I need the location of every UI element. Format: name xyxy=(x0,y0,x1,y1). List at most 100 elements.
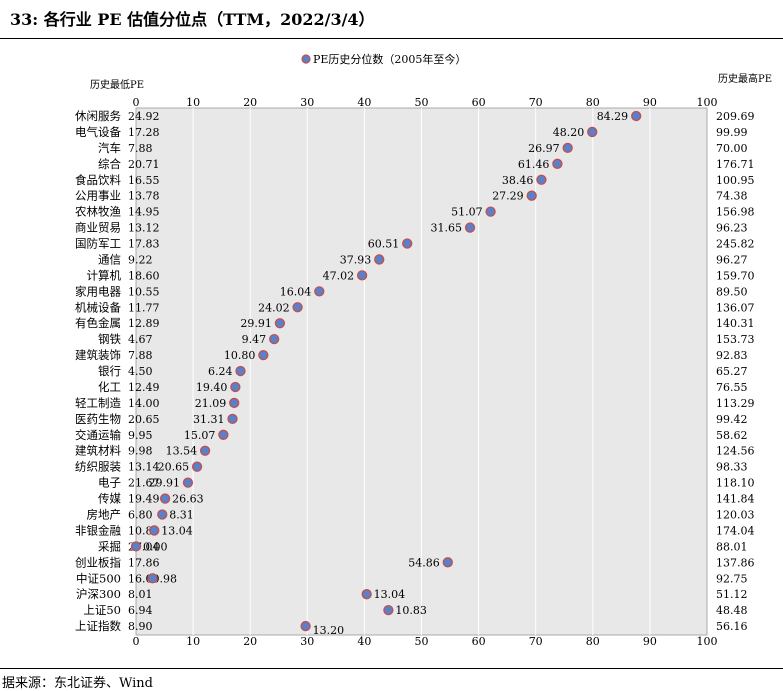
figure-title: 33: 各行业 PE 估值分位点（TTM，2022/3/4） xyxy=(10,10,375,29)
industry-label: 非银金融 xyxy=(75,523,121,537)
industry-label: 房地产 xyxy=(87,508,122,522)
point-data-label: 51.07 xyxy=(451,206,483,219)
point-data-label: 31.31 xyxy=(193,413,225,426)
min-pe-value: 7.88 xyxy=(128,349,153,362)
max-pe-value: 88.01 xyxy=(716,540,748,553)
industry-label: 电气设备 xyxy=(75,125,121,139)
min-pe-value: 17.86 xyxy=(128,556,160,569)
industry-label: 电子 xyxy=(98,476,121,490)
percentile-point xyxy=(258,349,269,361)
min-pe-value: 11.77 xyxy=(128,301,160,314)
percentile-point xyxy=(442,557,453,568)
point-data-label: 31.65 xyxy=(431,222,463,235)
max-pe-value: 156.98 xyxy=(716,206,755,219)
source-rule xyxy=(0,668,783,669)
min-pe-value: 12.49 xyxy=(128,381,160,394)
max-pe-value: 159.70 xyxy=(716,269,755,282)
point-data-label: 20.65 xyxy=(158,461,190,474)
min-pe-value: 17.28 xyxy=(128,126,160,139)
max-pe-value: 89.50 xyxy=(716,285,748,298)
industry-label: 食品饮料 xyxy=(75,173,121,187)
percentile-point xyxy=(230,381,241,393)
min-pe-value: 7.88 xyxy=(128,142,153,155)
industry-label: 纺织服装 xyxy=(75,460,121,474)
min-pe-value: 14.00 xyxy=(128,397,160,410)
max-pe-value: 124.56 xyxy=(716,445,755,458)
max-pe-value: 98.33 xyxy=(716,461,748,474)
percentile-point xyxy=(300,620,311,632)
max-pe-value: 96.23 xyxy=(716,222,748,235)
max-pe-value: 92.83 xyxy=(716,349,748,362)
percentile-point xyxy=(147,573,158,584)
min-pe-value: 16.55 xyxy=(128,174,160,187)
industry-label: 创业板指 xyxy=(75,555,121,569)
point-data-label: 27.29 xyxy=(492,190,524,203)
bottom-tick-label: 70 xyxy=(529,635,543,648)
top-tick-label: 100 xyxy=(697,96,718,109)
percentile-point xyxy=(199,445,211,456)
bottom-tick-label: 60 xyxy=(472,635,486,648)
top-tick-label: 10 xyxy=(186,96,200,109)
point-data-label: 48.20 xyxy=(553,126,585,139)
max-pe-value: 99.99 xyxy=(716,126,748,139)
industry-label: 传媒 xyxy=(98,492,121,506)
max-pe-value: 100.95 xyxy=(716,174,755,187)
point-data-label: 60.51 xyxy=(368,238,400,251)
point-data-label: 13.20 xyxy=(313,624,345,637)
max-pe-value: 56.16 xyxy=(716,620,748,633)
max-pe-value: 137.86 xyxy=(716,556,755,569)
top-tick-label: 0 xyxy=(133,96,140,109)
left-axis-title: 历史最低PE xyxy=(90,78,144,91)
industry-label: 有色金属 xyxy=(75,316,121,330)
bottom-tick-label: 100 xyxy=(697,635,718,648)
bottom-tick-label: 20 xyxy=(243,635,257,648)
min-pe-value: 24.92 xyxy=(128,110,160,123)
min-pe-value: 4.67 xyxy=(128,333,153,346)
industry-label: 计算机 xyxy=(87,268,122,282)
percentile-point xyxy=(587,126,598,138)
industry-label: 家用电器 xyxy=(75,284,121,298)
percentile-point xyxy=(218,429,229,440)
point-data-label: 37.93 xyxy=(340,253,372,266)
percentile-point xyxy=(464,222,476,233)
bottom-tick-label: 40 xyxy=(357,635,371,648)
percentile-point xyxy=(149,525,160,536)
max-pe-value: 113.29 xyxy=(716,397,755,410)
point-data-label: 13.04 xyxy=(161,524,193,537)
point-data-label: 19.40 xyxy=(196,381,228,394)
max-pe-value: 153.73 xyxy=(716,333,755,346)
percentile-point xyxy=(235,365,246,377)
max-pe-value: 65.27 xyxy=(716,365,748,378)
bottom-tick-label: 80 xyxy=(586,635,600,648)
max-pe-value: 141.84 xyxy=(716,493,755,506)
min-pe-value: 4.50 xyxy=(128,365,153,378)
max-pe-value: 176.71 xyxy=(716,158,755,171)
top-tick-label: 30 xyxy=(300,96,314,109)
min-pe-value: 20.71 xyxy=(128,158,160,171)
bottom-tick-label: 0 xyxy=(133,635,140,648)
percentile-point xyxy=(159,493,171,504)
top-tick-label: 40 xyxy=(357,96,371,109)
pe-percentile-chart: PE历史分位数（2005年至今） 历史最低PE 历史最高PE 0 0 10 10 20 20 30… xyxy=(75,52,772,648)
max-pe-value: 245.82 xyxy=(716,238,755,251)
percentile-point xyxy=(631,110,642,122)
max-pe-value: 58.62 xyxy=(716,429,748,442)
source-note: 据来源：东北证券、Wind xyxy=(2,676,153,691)
min-pe-value: 6.94 xyxy=(128,604,153,617)
max-pe-value: 96.27 xyxy=(716,253,748,266)
bottom-tick-label: 90 xyxy=(643,635,657,648)
max-pe-value: 136.07 xyxy=(716,301,755,314)
min-pe-value: 12.89 xyxy=(128,317,160,330)
industry-label: 沪深300 xyxy=(76,587,121,601)
percentile-point xyxy=(485,206,496,217)
min-pe-value: 19.49 xyxy=(128,493,160,506)
bottom-tick-label: 10 xyxy=(186,635,200,648)
min-pe-value: 13.78 xyxy=(128,190,160,203)
point-data-label: 29.91 xyxy=(148,477,180,490)
point-data-label: 84.29 xyxy=(597,110,629,123)
top-tick-label: 60 xyxy=(472,96,486,109)
point-data-label: 24.02 xyxy=(258,301,290,314)
top-tick-label: 70 xyxy=(529,96,543,109)
industry-label: 公用事业 xyxy=(75,189,121,203)
percentile-point xyxy=(552,158,563,169)
